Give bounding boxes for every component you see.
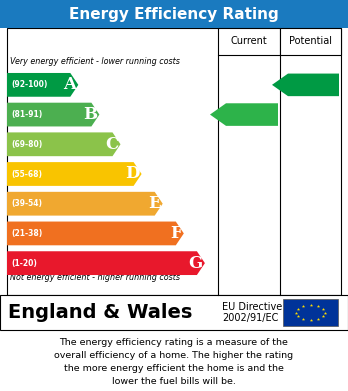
- Text: Potential: Potential: [289, 36, 332, 47]
- Text: B: B: [83, 106, 97, 123]
- Text: (21-38): (21-38): [11, 229, 42, 238]
- Text: (55-68): (55-68): [11, 170, 42, 179]
- Bar: [0, 295, 348, 330]
- Polygon shape: [7, 222, 184, 245]
- Text: A: A: [63, 76, 76, 93]
- Text: Very energy efficient - lower running costs: Very energy efficient - lower running co…: [10, 57, 180, 66]
- Polygon shape: [7, 192, 163, 215]
- Text: (69-80): (69-80): [11, 140, 42, 149]
- Text: Not energy efficient - higher running costs: Not energy efficient - higher running co…: [10, 273, 180, 282]
- Text: EU Directive: EU Directive: [222, 303, 282, 312]
- Text: D: D: [125, 165, 140, 183]
- Bar: [0, 0, 348, 28]
- Text: (1-20): (1-20): [11, 258, 37, 268]
- Polygon shape: [7, 251, 205, 275]
- Polygon shape: [7, 162, 142, 186]
- Bar: [218, 28, 280, 55]
- Text: (39-54): (39-54): [11, 199, 42, 208]
- Text: Current: Current: [231, 36, 267, 47]
- Text: C: C: [105, 136, 119, 153]
- Bar: [283, 299, 338, 326]
- Polygon shape: [272, 74, 339, 96]
- Text: (81-91): (81-91): [11, 110, 42, 119]
- Bar: [7, 28, 341, 295]
- Text: G: G: [189, 255, 203, 272]
- Polygon shape: [7, 103, 100, 126]
- Text: E: E: [148, 195, 161, 212]
- Polygon shape: [7, 73, 78, 97]
- Text: (92-100): (92-100): [11, 81, 47, 90]
- Bar: [280, 28, 341, 55]
- Text: 83: 83: [238, 108, 258, 122]
- Text: Energy Efficiency Rating: Energy Efficiency Rating: [69, 7, 279, 22]
- Text: F: F: [170, 225, 182, 242]
- Polygon shape: [7, 133, 120, 156]
- Text: 94: 94: [300, 78, 319, 92]
- Polygon shape: [210, 103, 278, 126]
- Text: The energy efficiency rating is a measure of the
overall efficiency of a home. T: The energy efficiency rating is a measur…: [54, 338, 294, 386]
- Text: England & Wales: England & Wales: [8, 303, 192, 322]
- Text: 2002/91/EC: 2002/91/EC: [222, 312, 278, 323]
